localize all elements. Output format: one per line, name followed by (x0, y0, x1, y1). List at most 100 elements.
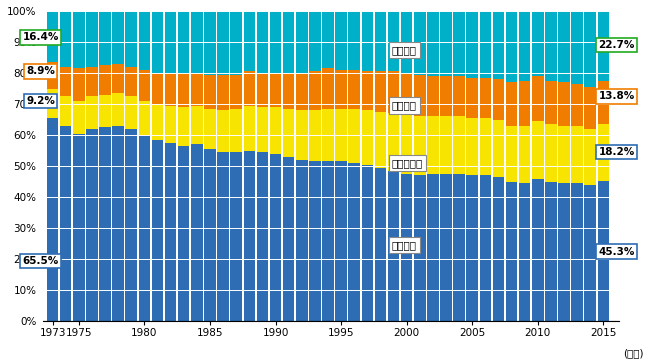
Bar (73, 134, 84, 321)
Bar (86, 11, 98, 67)
Bar (532, 11, 543, 76)
Bar (584, 129, 596, 185)
Bar (165, 11, 176, 73)
Bar (597, 11, 609, 81)
Bar (558, 11, 570, 82)
Bar (191, 144, 203, 321)
Bar (480, 78, 491, 118)
Bar (519, 11, 530, 81)
Bar (283, 73, 294, 109)
Bar (296, 73, 307, 110)
Bar (151, 11, 163, 73)
Bar (165, 106, 176, 143)
Bar (296, 110, 307, 160)
Text: 16.4%: 16.4% (23, 32, 59, 42)
Bar (47, 11, 58, 62)
Bar (388, 71, 399, 113)
Bar (125, 129, 137, 321)
Bar (60, 96, 72, 126)
Bar (388, 11, 399, 71)
Bar (467, 78, 478, 118)
Bar (138, 11, 150, 70)
Bar (60, 11, 72, 67)
Bar (427, 174, 439, 321)
Bar (86, 67, 98, 96)
Bar (427, 11, 439, 76)
Bar (204, 11, 216, 75)
Bar (322, 161, 333, 321)
Bar (493, 119, 504, 177)
Bar (467, 176, 478, 321)
Bar (361, 11, 373, 71)
Bar (558, 126, 570, 183)
Bar (230, 11, 242, 75)
Bar (401, 115, 413, 174)
Bar (270, 11, 281, 73)
Bar (532, 121, 543, 178)
Bar (99, 95, 111, 127)
Bar (244, 71, 255, 106)
Bar (401, 11, 413, 73)
Bar (178, 73, 190, 107)
Bar (519, 126, 530, 183)
Bar (204, 149, 216, 321)
Bar (257, 107, 268, 152)
Bar (467, 11, 478, 78)
Bar (217, 11, 229, 75)
Bar (427, 117, 439, 174)
Bar (388, 171, 399, 321)
Bar (453, 76, 465, 117)
Bar (335, 11, 347, 70)
Bar (322, 68, 333, 109)
Bar (545, 182, 556, 321)
Bar (283, 157, 294, 321)
Bar (47, 62, 58, 89)
Bar (270, 107, 281, 154)
Bar (230, 152, 242, 321)
Bar (270, 73, 281, 107)
Bar (99, 127, 111, 321)
Text: 22.7%: 22.7% (598, 40, 634, 50)
Bar (112, 93, 124, 126)
Bar (374, 112, 386, 168)
Bar (597, 124, 609, 181)
Bar (73, 11, 84, 68)
Bar (506, 126, 517, 182)
Bar (257, 11, 268, 73)
Bar (125, 96, 137, 129)
Bar (532, 178, 543, 321)
Bar (401, 73, 413, 115)
Text: 45.3%: 45.3% (598, 247, 634, 257)
Bar (414, 176, 426, 321)
Bar (453, 11, 465, 76)
Bar (361, 110, 373, 165)
Text: 18.2%: 18.2% (599, 147, 634, 157)
Bar (414, 11, 426, 75)
Bar (217, 152, 229, 321)
Bar (571, 183, 583, 321)
Bar (244, 151, 255, 321)
Bar (348, 163, 360, 321)
Bar (217, 75, 229, 110)
Bar (309, 11, 320, 71)
Bar (519, 81, 530, 126)
Bar (388, 113, 399, 171)
Bar (519, 183, 530, 321)
Bar (584, 87, 596, 129)
Bar (427, 76, 439, 117)
Bar (309, 110, 320, 161)
Bar (597, 181, 609, 321)
Bar (493, 11, 504, 79)
Bar (257, 73, 268, 107)
Bar (322, 11, 333, 68)
Bar (361, 165, 373, 321)
Bar (151, 104, 163, 140)
Bar (86, 96, 98, 129)
Bar (112, 11, 124, 64)
Bar (361, 71, 373, 110)
Bar (401, 174, 413, 321)
Bar (571, 84, 583, 126)
Bar (296, 160, 307, 321)
Bar (283, 11, 294, 73)
Bar (480, 11, 491, 78)
